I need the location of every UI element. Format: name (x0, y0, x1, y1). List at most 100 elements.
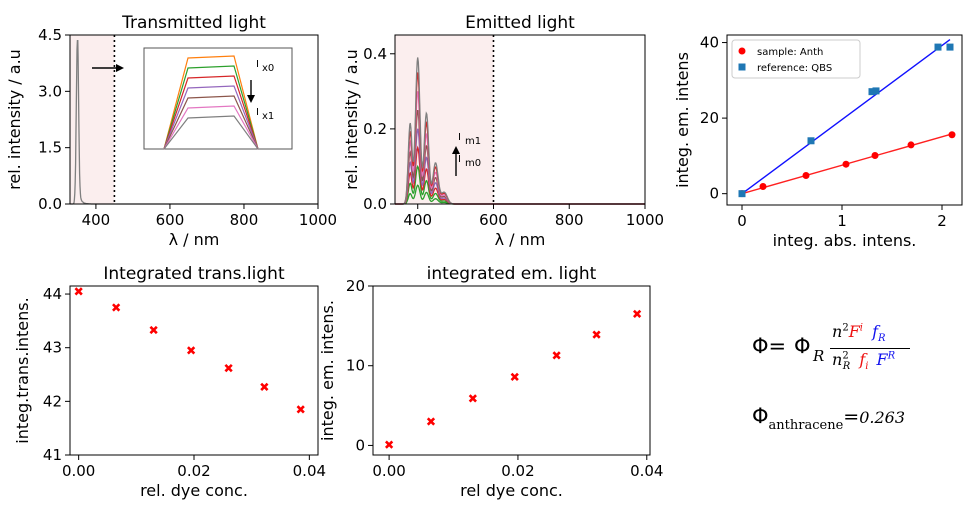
result-sub: anthracene (769, 418, 844, 433)
chart-title: Integrated trans.light (103, 264, 285, 284)
y-axis-label: rel. intensity / a.u (5, 49, 24, 190)
eq-F-ref: F (877, 350, 888, 369)
data-point (634, 311, 640, 317)
legend-marker-reference (739, 64, 746, 71)
y-tick-label: 0.0 (38, 195, 62, 213)
x-tick-label: 800 (230, 211, 259, 229)
eq-F-sample: F (849, 322, 860, 341)
data-point (593, 331, 599, 337)
data-point-reference (739, 190, 746, 197)
y-tick-label: 40 (700, 34, 719, 52)
y-tick-label: 20 (346, 277, 365, 295)
data-point (261, 384, 267, 390)
data-point-reference (947, 44, 954, 51)
y-tick-label: 3.0 (38, 82, 62, 100)
data-point (150, 327, 156, 333)
x-tick-label: 400 (403, 211, 432, 229)
y-tick-label: 4.5 (38, 26, 62, 44)
y-tick-label: 0 (355, 436, 365, 454)
y-tick-label: 0.2 (363, 120, 387, 138)
eq-fraction-bar (830, 348, 910, 349)
x-tick-label: 2 (937, 212, 947, 230)
data-point (512, 374, 518, 380)
emitted-axes: 400 600 800 1000 0.0 0.2 0.4 Emitted light λ / n… (342, 13, 664, 249)
integrated_em-axes: 0.00 0.02 0.04 0 10 20 integrated em. light rel… (318, 264, 663, 500)
data-point-sample (803, 172, 810, 179)
chart-title: Transmitted light (121, 13, 266, 33)
inset-label-top: I (256, 59, 259, 70)
x-axis-label: λ / nm (169, 230, 220, 249)
y-tick-label: 20 (700, 109, 719, 127)
result-phi: Φ (752, 404, 769, 428)
y-tick-label: 41 (43, 446, 62, 464)
x-tick-label: 600 (479, 211, 508, 229)
chart-title: Emitted light (465, 13, 575, 33)
eq-denominator: n2R fi FR (832, 350, 895, 372)
x-tick-label: 1000 (299, 211, 337, 229)
x-tick-label: 0.02 (501, 462, 534, 480)
eq-phi-r-sub: R (813, 347, 824, 365)
data-point-reference (873, 87, 880, 94)
y-tick-label: 0.4 (363, 45, 387, 63)
axes-frame (70, 286, 318, 455)
chart-title: integrated em. light (427, 264, 597, 284)
y-axis-label: integ. em. intens. (318, 300, 337, 441)
x-tick-label: 800 (555, 211, 584, 229)
quantum-yield-result: Φanthracene=0.263 (752, 404, 905, 428)
y-axis-label: integ. em. intens (673, 52, 692, 188)
x-tick-label: 0 (737, 212, 747, 230)
eq-lhs: Φ= (752, 334, 786, 358)
legend-label-sample: sample: Anth (757, 47, 823, 58)
y-axis-label: integ.trans.intens. (13, 297, 32, 443)
x-tick-label: 1000 (626, 211, 664, 229)
y-tick-label: 10 (346, 357, 365, 375)
data-point (297, 406, 303, 412)
data-point-sample (872, 152, 879, 159)
data-point-sample (908, 141, 915, 148)
data-point (225, 365, 231, 371)
legend-marker-sample (739, 48, 746, 55)
data-point-reference (808, 137, 815, 144)
inset-label-bottom: I (256, 107, 259, 118)
integrated_trans-axes: 0.00 0.02 0.04 41 42 43 44 Integrated trans.lig… (13, 264, 326, 500)
eq-numerator: n2Fi fR (832, 322, 886, 344)
data-point-sample (760, 183, 767, 190)
y-axis-label: rel. intensity / a.u (342, 49, 361, 190)
x-tick-label: 0.00 (372, 462, 405, 480)
data-point-sample (843, 161, 850, 168)
x-axis-label: λ / nm (495, 230, 546, 249)
y-tick-label: 43 (43, 339, 62, 357)
x-axis-label: integ. abs. intens. (773, 231, 917, 250)
x-tick-label: 0.04 (630, 462, 663, 480)
x-tick-label: 0.04 (293, 462, 326, 480)
quantum-yield-equation: Φ= Φ R n2Fi fR n2R fi FR (752, 322, 932, 382)
x-axis-label: rel dye conc. (460, 481, 563, 500)
x-tick-label: 1 (837, 212, 847, 230)
y-tick-label: 44 (43, 285, 62, 303)
annot-top: I (458, 132, 461, 143)
result-value: 0.263 (859, 408, 905, 427)
shaded-region (395, 35, 493, 204)
data-point (553, 352, 559, 358)
inset-label-bottom-sub: x1 (262, 111, 274, 122)
annot-bottom-sub: m0 (465, 158, 481, 169)
axes-frame (373, 286, 650, 455)
y-tick-label: 0.0 (363, 195, 387, 213)
data-point (386, 441, 392, 447)
x-tick-label: 400 (82, 211, 111, 229)
legend: sample: Anth reference: QBS (732, 40, 860, 78)
y-tick-label: 1.5 (38, 139, 62, 157)
data-point (113, 304, 119, 310)
y-tick-label: 42 (43, 392, 62, 410)
data-point (75, 288, 81, 294)
y-tick-label: 0 (709, 185, 719, 203)
x-tick-label: 600 (156, 211, 185, 229)
data-point-reference (935, 44, 942, 51)
result-eq: = (843, 406, 859, 428)
x-tick-label: 0.02 (177, 462, 210, 480)
x-axis-label: rel. dye conc. (140, 481, 248, 500)
annot-bottom: I (458, 154, 461, 165)
inset-arrow-head (116, 64, 124, 72)
data-point (188, 347, 194, 353)
